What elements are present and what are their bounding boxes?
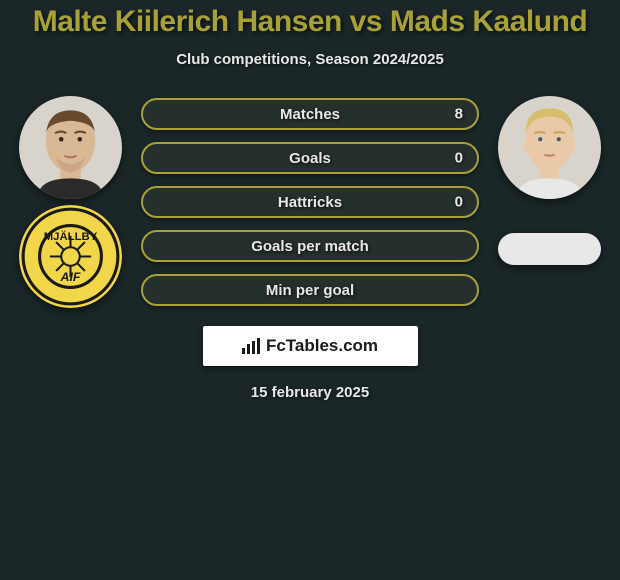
mjallby-logo-icon: MJÄLLBY AIF	[19, 205, 122, 308]
page-title: Malte Kiilerich Hansen vs Mads Kaalund	[0, 5, 620, 39]
bar-chart-icon	[242, 338, 262, 354]
stat-label: Goals per match	[251, 238, 369, 255]
stat-label: Hattricks	[278, 194, 342, 211]
stat-row-matches: Matches 8	[141, 98, 479, 130]
avatar-placeholder-icon	[498, 96, 601, 199]
avatar-placeholder-icon	[19, 96, 122, 199]
player-right-avatar	[498, 96, 601, 199]
stat-row-hattricks: Hattricks 0	[141, 186, 479, 218]
left-player-column: MJÄLLBY AIF	[8, 96, 133, 308]
subtitle: Club competitions, Season 2024/2025	[0, 51, 620, 68]
stat-row-goals-per-match: Goals per match	[141, 230, 479, 262]
stat-label: Matches	[280, 106, 340, 123]
stat-row-goals: Goals 0	[141, 142, 479, 174]
stat-label: Min per goal	[266, 282, 354, 299]
watermark-label: FcTables.com	[266, 336, 378, 356]
club-left-logo: MJÄLLBY AIF	[19, 205, 122, 308]
infographic-container: Malte Kiilerich Hansen vs Mads Kaalund C…	[0, 0, 620, 401]
right-player-column	[487, 96, 612, 265]
stat-right-value: 0	[455, 150, 463, 167]
player-left-avatar	[19, 96, 122, 199]
stat-right-value: 0	[455, 194, 463, 211]
comparison-row: MJÄLLBY AIF Matches 8 Goals	[0, 96, 620, 308]
club-right-logo	[498, 233, 601, 265]
stat-right-value: 8	[455, 106, 463, 123]
stats-column: Matches 8 Goals 0 Hattricks 0 Goals per …	[133, 98, 487, 306]
date-label: 15 february 2025	[0, 384, 620, 401]
watermark-text: FcTables.com	[242, 336, 378, 356]
stat-label: Goals	[289, 150, 331, 167]
watermark-box: FcTables.com	[203, 326, 418, 366]
stat-row-min-per-goal: Min per goal	[141, 274, 479, 306]
